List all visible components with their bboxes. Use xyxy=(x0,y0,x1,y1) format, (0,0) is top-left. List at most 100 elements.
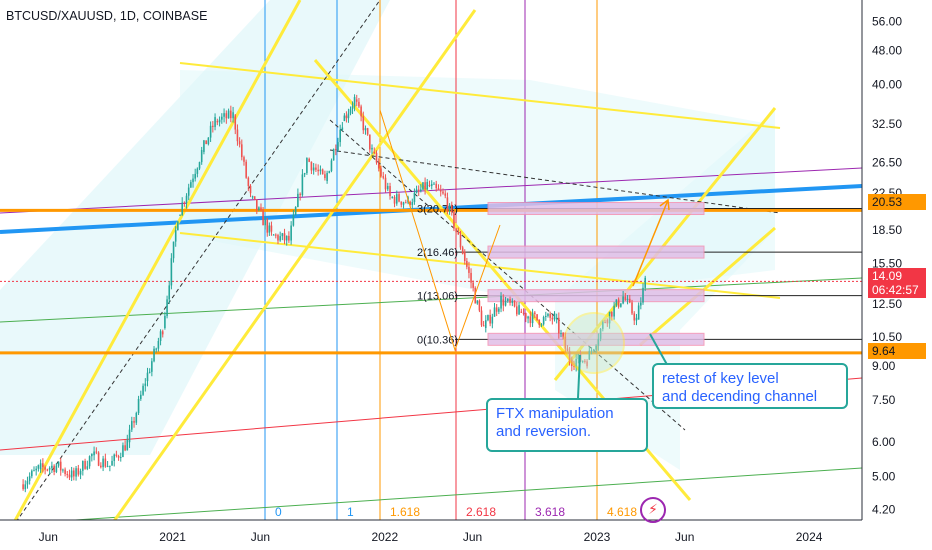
candle-body xyxy=(433,183,435,185)
candle-body xyxy=(122,445,124,458)
candle-body xyxy=(183,202,186,204)
candle-body xyxy=(362,116,365,131)
candle-body xyxy=(137,398,140,414)
candle-body xyxy=(349,109,352,114)
candle-body xyxy=(341,127,344,130)
candle-body xyxy=(181,202,183,215)
candle-body xyxy=(232,112,234,119)
candle-body xyxy=(345,115,348,119)
fib-level-label: 2(16.46) xyxy=(417,247,458,259)
candle-body xyxy=(624,296,627,301)
candle-body xyxy=(44,467,46,470)
last-price-tag: 14.09 06:42:57 xyxy=(868,268,926,298)
candle-body xyxy=(562,333,564,337)
candle-body xyxy=(404,202,407,204)
candle-body xyxy=(109,465,111,467)
level-tag-upper: 20.53 xyxy=(868,194,926,210)
candle-body xyxy=(288,235,290,241)
candle-body xyxy=(88,456,91,467)
candle-body xyxy=(599,328,602,339)
candle-body xyxy=(319,169,322,172)
candle-body xyxy=(216,120,219,123)
descending-line-3 xyxy=(179,62,781,129)
candle-body xyxy=(389,186,391,197)
candle-body xyxy=(146,372,149,382)
candle-body xyxy=(604,322,606,324)
candle-body xyxy=(275,234,277,236)
projection-arrow-head xyxy=(659,198,670,211)
candle-body xyxy=(170,258,173,286)
candle-body xyxy=(386,186,389,190)
candle-body xyxy=(75,468,77,477)
candle-body xyxy=(571,359,573,366)
candle-body xyxy=(504,300,507,306)
candle-body xyxy=(617,299,620,307)
x-tick-label: Jun xyxy=(251,530,270,544)
retest-callout[interactable]: retest of key level and decending channe… xyxy=(652,363,848,409)
candle-body xyxy=(70,470,73,478)
time-axis-bg xyxy=(0,520,932,550)
candle-body xyxy=(203,140,205,152)
candle-body xyxy=(324,174,326,179)
candle-body xyxy=(369,134,371,150)
candle-body xyxy=(194,173,196,179)
projection-arrow xyxy=(632,199,669,287)
candle-body xyxy=(522,312,525,314)
candle-body xyxy=(542,317,545,325)
candle-body xyxy=(157,341,160,349)
candle-body xyxy=(560,333,562,335)
candle-body xyxy=(234,115,237,130)
candle-body xyxy=(558,317,560,334)
candle-body xyxy=(200,150,203,163)
swing-path xyxy=(379,109,501,352)
last-price-value: 14.09 xyxy=(872,269,903,283)
trendline-green-low xyxy=(0,467,863,526)
fib-level-label: 0(10.36) xyxy=(417,334,458,346)
candle-body xyxy=(22,484,24,490)
y-tick-label: 10.50 xyxy=(872,330,902,344)
candle-body xyxy=(332,149,335,161)
y-tick-label: 32.50 xyxy=(872,117,902,131)
candle-body xyxy=(511,300,514,303)
lightning-icon[interactable]: ⚡ xyxy=(640,497,666,523)
retest-callout-line2: and decending channel xyxy=(662,388,818,405)
x-tick-label: 2022 xyxy=(371,530,398,544)
y-tick-label: 40.00 xyxy=(872,78,902,92)
candle-body xyxy=(308,158,310,162)
candle-body xyxy=(297,193,299,208)
candle-body xyxy=(606,319,609,324)
candle-body xyxy=(155,348,158,350)
y-tick-label: 5.00 xyxy=(872,470,896,484)
candle-body xyxy=(97,452,100,466)
candle-body xyxy=(249,185,252,194)
candle-body xyxy=(255,199,258,211)
candle-body xyxy=(148,371,151,373)
candle-body xyxy=(547,313,549,317)
candle-body xyxy=(212,125,214,127)
candle-body xyxy=(144,383,147,386)
candle-body xyxy=(375,152,378,163)
candle-body xyxy=(207,137,210,145)
x-tick-label: Jun xyxy=(39,530,58,544)
median-line-flat xyxy=(329,149,781,214)
candle-body xyxy=(575,359,577,367)
y-tick-label: 6.00 xyxy=(872,435,896,449)
candle-body xyxy=(628,298,631,303)
candle-body xyxy=(130,421,133,430)
candle-body xyxy=(551,317,554,320)
candle-body xyxy=(48,467,51,470)
candle-body xyxy=(415,189,418,193)
candle-body xyxy=(644,277,646,288)
candle-body xyxy=(534,312,536,315)
candle-body xyxy=(393,197,396,204)
candle-body xyxy=(159,331,162,342)
candle-body xyxy=(608,311,611,324)
candle-body xyxy=(382,176,385,178)
candle-body xyxy=(437,188,440,191)
candle-body xyxy=(31,470,33,477)
candle-body xyxy=(463,251,466,261)
candle-body xyxy=(468,266,470,273)
ftx-callout[interactable]: FTX manipulation and reversion. xyxy=(486,398,648,452)
